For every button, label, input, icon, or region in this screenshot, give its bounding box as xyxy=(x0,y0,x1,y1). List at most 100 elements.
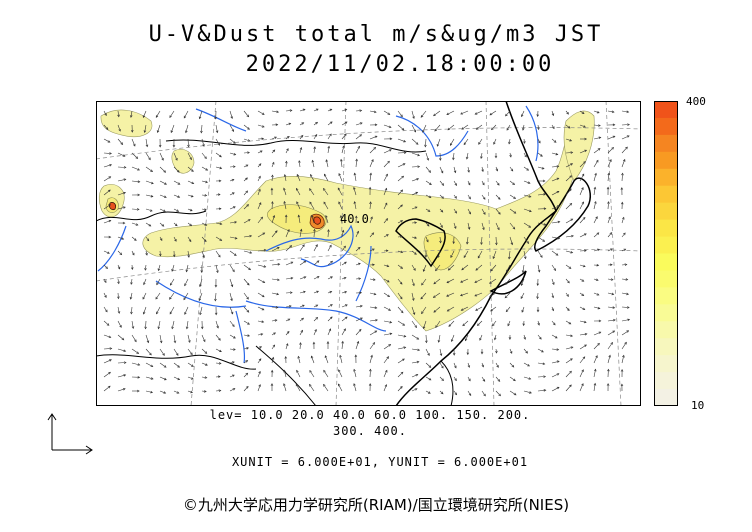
wind-arrowhead xyxy=(581,111,585,114)
wind-arrowhead xyxy=(594,200,597,204)
wind-arrow xyxy=(337,187,343,196)
wind-arrowhead xyxy=(162,353,165,356)
wind-arrowhead xyxy=(412,283,415,287)
wind-arrowhead xyxy=(183,115,187,119)
wind-arrowhead xyxy=(609,159,612,162)
wind-arrowhead xyxy=(527,181,531,184)
wind-arrow xyxy=(326,159,329,168)
wind-arrow xyxy=(173,152,178,161)
wind-arrowhead xyxy=(354,215,358,219)
wind-arrow xyxy=(271,136,277,140)
wind-arrowhead xyxy=(163,391,167,394)
wind-arrowhead xyxy=(536,283,540,287)
wind-arrowhead xyxy=(490,308,493,312)
wind-arrow xyxy=(551,205,560,210)
wind-arrow xyxy=(145,194,153,197)
wind-arrow xyxy=(579,356,586,364)
colorbar-swatch xyxy=(654,389,678,406)
wind-arrowhead xyxy=(510,242,514,246)
wind-arrowhead xyxy=(582,264,586,268)
wind-arrow xyxy=(551,278,555,285)
wind-arrowhead xyxy=(570,250,574,254)
wind-arrowhead xyxy=(259,150,263,153)
wind-arrowhead xyxy=(246,282,250,286)
wind-arrowhead xyxy=(296,173,300,177)
wind-arrow xyxy=(523,208,532,212)
wind-arrowhead xyxy=(104,295,107,298)
wind-arrowhead xyxy=(108,235,112,239)
wind-arrow xyxy=(489,292,497,297)
wind-arrow xyxy=(508,138,511,144)
wind-arrow xyxy=(173,180,181,185)
wind-arrow xyxy=(523,390,532,394)
wind-arrow xyxy=(187,348,193,355)
wind-arrow xyxy=(593,331,601,336)
wind-arrowhead xyxy=(214,116,218,120)
wind-arrow xyxy=(460,292,469,296)
rivers xyxy=(97,105,539,364)
wind-arrow xyxy=(477,320,483,326)
wind-arrowhead xyxy=(570,151,574,154)
wind-arrowhead xyxy=(420,114,424,118)
wind-arrowhead xyxy=(161,223,165,227)
wind-arrow xyxy=(446,110,455,115)
colorbar-swatch xyxy=(654,168,678,187)
wind-arrowhead xyxy=(353,186,356,190)
colorbar-max-label: 400 xyxy=(686,95,706,108)
wind-arrow xyxy=(285,123,291,126)
wind-arrow xyxy=(355,278,361,280)
wind-arrowhead xyxy=(295,383,299,387)
wind-arrowhead xyxy=(232,269,235,273)
wind-arrow xyxy=(159,222,164,227)
wind-arrow xyxy=(607,232,613,238)
wind-arrow xyxy=(579,344,587,350)
wind-arrow xyxy=(579,233,587,238)
wind-arrowhead xyxy=(608,216,611,220)
wind-arrow xyxy=(621,264,627,266)
wind-arrowhead xyxy=(159,238,163,242)
wind-arrowhead xyxy=(441,196,444,199)
wind-arrowhead xyxy=(177,170,180,173)
wind-arrow xyxy=(257,202,262,210)
wind-arrow xyxy=(607,216,611,224)
wind-arrow xyxy=(607,248,613,252)
wind-arrowhead xyxy=(567,280,570,284)
wind-arrow xyxy=(369,110,377,113)
wind-arrowhead xyxy=(190,194,194,198)
wind-arrowhead xyxy=(569,175,573,178)
wind-arrow xyxy=(257,346,262,350)
wind-arrow xyxy=(411,206,418,210)
wind-arrow xyxy=(309,188,315,196)
colorbar-swatch xyxy=(654,185,678,204)
wind-arrowhead xyxy=(386,264,390,268)
wind-arrowhead xyxy=(622,232,626,236)
wind-arrow xyxy=(327,229,329,238)
wind-arrowhead xyxy=(297,214,301,218)
wind-arrow xyxy=(271,110,279,113)
wind-arrowhead xyxy=(482,227,485,231)
wind-arrowhead xyxy=(233,336,236,339)
wind-arrow xyxy=(537,348,544,353)
wind-arrow xyxy=(621,319,630,322)
wind-arrow xyxy=(243,164,249,168)
wind-arrowhead xyxy=(123,349,127,352)
wind-arrowhead xyxy=(626,110,630,114)
wind-arrowhead xyxy=(117,281,120,285)
wind-arrowhead xyxy=(524,154,527,158)
wind-arrowhead xyxy=(246,204,249,207)
wind-arrowhead xyxy=(245,164,249,167)
wind-arrow xyxy=(448,264,455,271)
wind-arrow xyxy=(521,278,525,286)
wind-arrow xyxy=(257,264,266,268)
wind-arrowhead xyxy=(245,360,249,363)
wind-arrowhead xyxy=(232,388,236,391)
wind-arrow xyxy=(313,122,318,126)
wind-arrowhead xyxy=(583,125,586,128)
wind-arrow xyxy=(489,110,497,116)
wind-arrow xyxy=(495,362,499,368)
wind-arrowhead xyxy=(338,369,341,373)
wind-arrowhead xyxy=(611,110,615,114)
wind-arrow xyxy=(229,374,235,378)
wind-arrowhead xyxy=(598,136,602,140)
wind-arrow xyxy=(411,334,419,340)
